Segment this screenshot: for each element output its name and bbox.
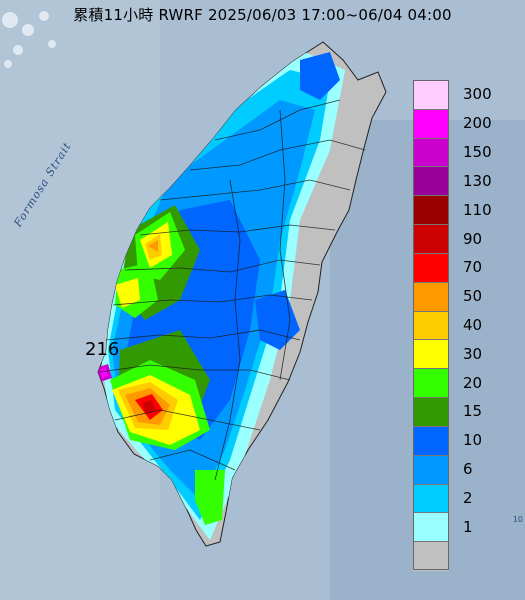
legend-label: 15 <box>463 402 483 421</box>
legend-label: 200 <box>463 114 492 133</box>
legend-swatch <box>413 425 449 456</box>
legend-swatch <box>413 454 449 485</box>
legend-swatch <box>413 339 449 370</box>
legend-label: 150 <box>463 143 492 162</box>
legend-label: 40 <box>463 316 483 334</box>
legend-label: 300 <box>463 85 492 104</box>
county-boundaries <box>99 99 366 481</box>
legend-swatch <box>413 108 449 139</box>
legend-swatch <box>413 310 449 341</box>
corner-marker: 10 <box>512 515 523 524</box>
legend-swatch <box>413 195 449 226</box>
legend-swatch <box>413 483 449 514</box>
rainfall-legend: 300 200 150 130 110 90 70 50 40 30 20 15 10 6 2 1 <box>413 80 519 571</box>
max-rainfall-label: 216 <box>85 339 120 360</box>
cloud-specks <box>2 11 56 68</box>
legend-label: 90 <box>463 229 483 248</box>
legend-swatch <box>413 166 449 197</box>
legend-label: 2 <box>463 488 473 507</box>
legend-label: 130 <box>463 171 492 190</box>
legend-swatch <box>413 224 449 254</box>
legend-label: 10 <box>463 431 483 450</box>
legend-swatch <box>413 80 449 110</box>
legend-label: 6 <box>463 460 473 479</box>
legend-swatch <box>413 541 449 571</box>
legend-swatch <box>413 281 449 312</box>
legend-label: 20 <box>463 373 483 392</box>
legend-swatch <box>413 137 449 168</box>
legend-swatch <box>413 512 449 543</box>
legend-label: 50 <box>463 287 483 306</box>
legend-label: 1 <box>463 517 473 536</box>
map-title: 累積11小時 RWRF 2025/06/03 17:00~06/04 04:00 <box>73 6 452 24</box>
legend-swatch <box>413 252 449 283</box>
legend-swatch <box>413 397 449 427</box>
legend-swatch <box>413 368 449 399</box>
legend-label: 30 <box>463 344 483 363</box>
legend-label: 70 <box>463 258 483 277</box>
legend-label: 110 <box>463 200 492 219</box>
